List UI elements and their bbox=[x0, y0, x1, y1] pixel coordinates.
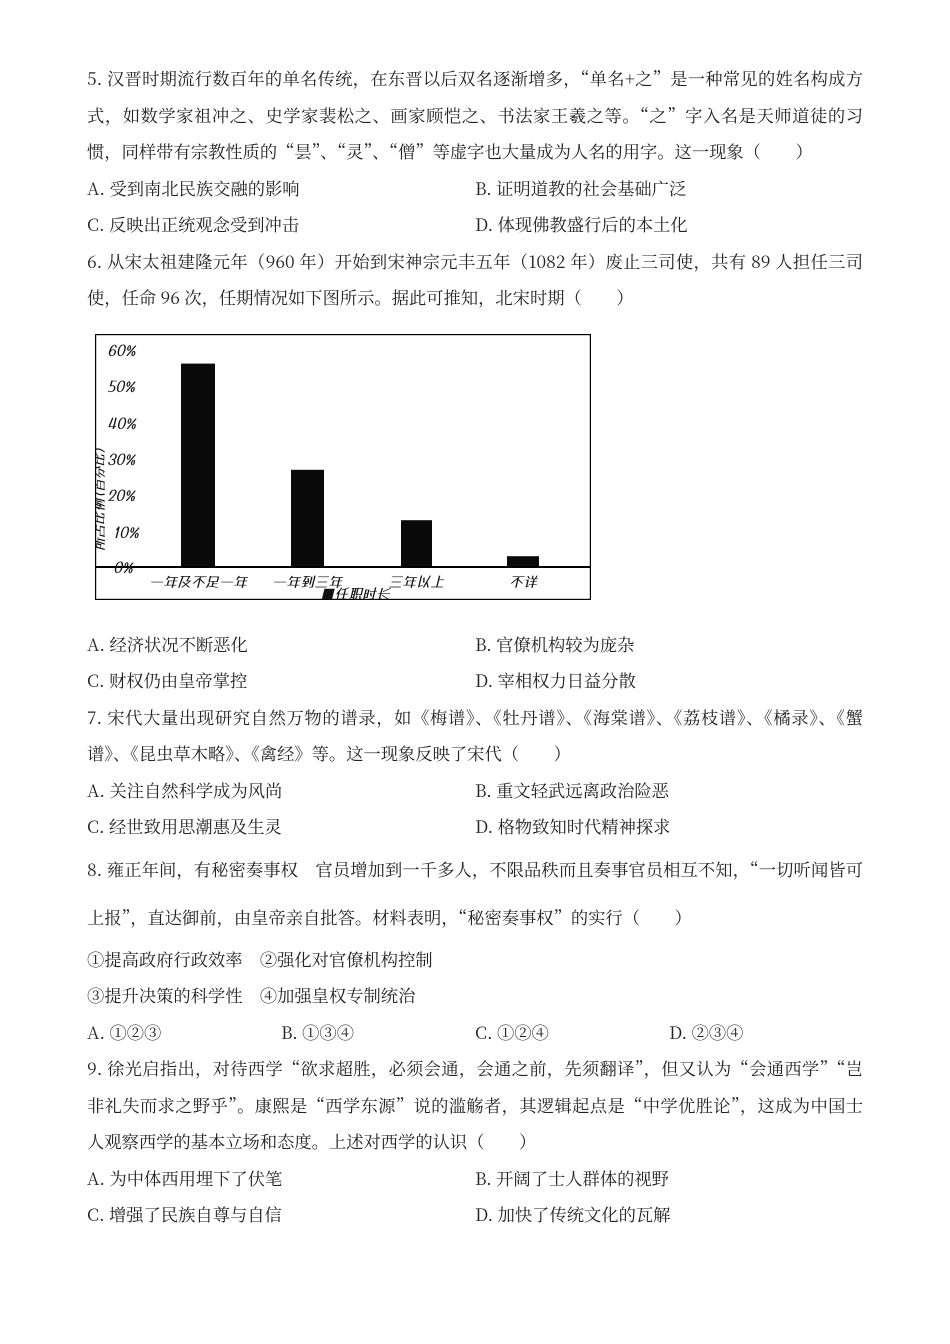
svg-text:30%: 30% bbox=[107, 450, 136, 468]
svg-text:所占比例(百分比): 所占比例(百分比) bbox=[95, 446, 107, 550]
svg-text:0%: 0% bbox=[113, 558, 134, 576]
svg-text:■任职时长: ■任职时长 bbox=[320, 585, 391, 600]
svg-text:不详: 不详 bbox=[509, 573, 538, 590]
svg-text:三年以上: 三年以上 bbox=[388, 573, 445, 590]
svg-text:40%: 40% bbox=[107, 414, 137, 432]
svg-text:一年及不足一年: 一年及不足一年 bbox=[149, 573, 249, 590]
svg-text:20%: 20% bbox=[107, 486, 136, 504]
svg-text:50%: 50% bbox=[107, 377, 136, 395]
svg-text:10%: 10% bbox=[113, 523, 140, 541]
svg-text:60%: 60% bbox=[107, 341, 137, 359]
